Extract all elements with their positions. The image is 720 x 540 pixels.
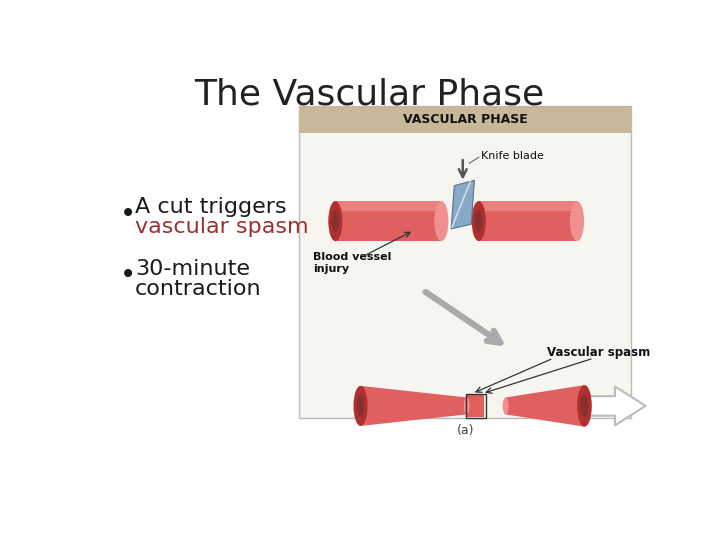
Text: •: • — [120, 261, 135, 289]
FancyBboxPatch shape — [336, 201, 441, 211]
Ellipse shape — [475, 210, 482, 232]
Ellipse shape — [472, 201, 486, 241]
Ellipse shape — [356, 395, 364, 417]
Ellipse shape — [354, 386, 368, 426]
Text: contraction: contraction — [135, 279, 261, 299]
FancyBboxPatch shape — [336, 201, 441, 241]
FancyBboxPatch shape — [479, 201, 577, 211]
FancyArrowPatch shape — [586, 387, 646, 426]
Ellipse shape — [328, 201, 343, 241]
Ellipse shape — [464, 397, 469, 414]
Text: Knife blade: Knife blade — [482, 151, 544, 161]
Text: 30-minute: 30-minute — [135, 259, 250, 279]
Text: The Vascular Phase: The Vascular Phase — [194, 77, 544, 111]
Text: •: • — [120, 200, 135, 227]
Text: (a): (a) — [456, 424, 474, 437]
Polygon shape — [361, 386, 467, 426]
Ellipse shape — [580, 395, 588, 417]
Text: VASCULAR PHASE: VASCULAR PHASE — [403, 113, 528, 126]
FancyBboxPatch shape — [300, 106, 631, 132]
Polygon shape — [505, 385, 585, 427]
FancyBboxPatch shape — [479, 201, 577, 241]
Ellipse shape — [570, 201, 584, 241]
Polygon shape — [451, 180, 474, 229]
Ellipse shape — [434, 201, 449, 241]
Text: A cut triggers: A cut triggers — [135, 197, 287, 217]
Ellipse shape — [503, 397, 508, 414]
FancyBboxPatch shape — [467, 395, 485, 417]
Text: Blood vessel
injury: Blood vessel injury — [313, 252, 392, 274]
FancyBboxPatch shape — [300, 106, 631, 418]
Text: Vascular spasm: Vascular spasm — [547, 346, 650, 359]
Text: vascular spasm: vascular spasm — [135, 217, 309, 237]
Ellipse shape — [577, 385, 592, 427]
Ellipse shape — [331, 210, 339, 232]
